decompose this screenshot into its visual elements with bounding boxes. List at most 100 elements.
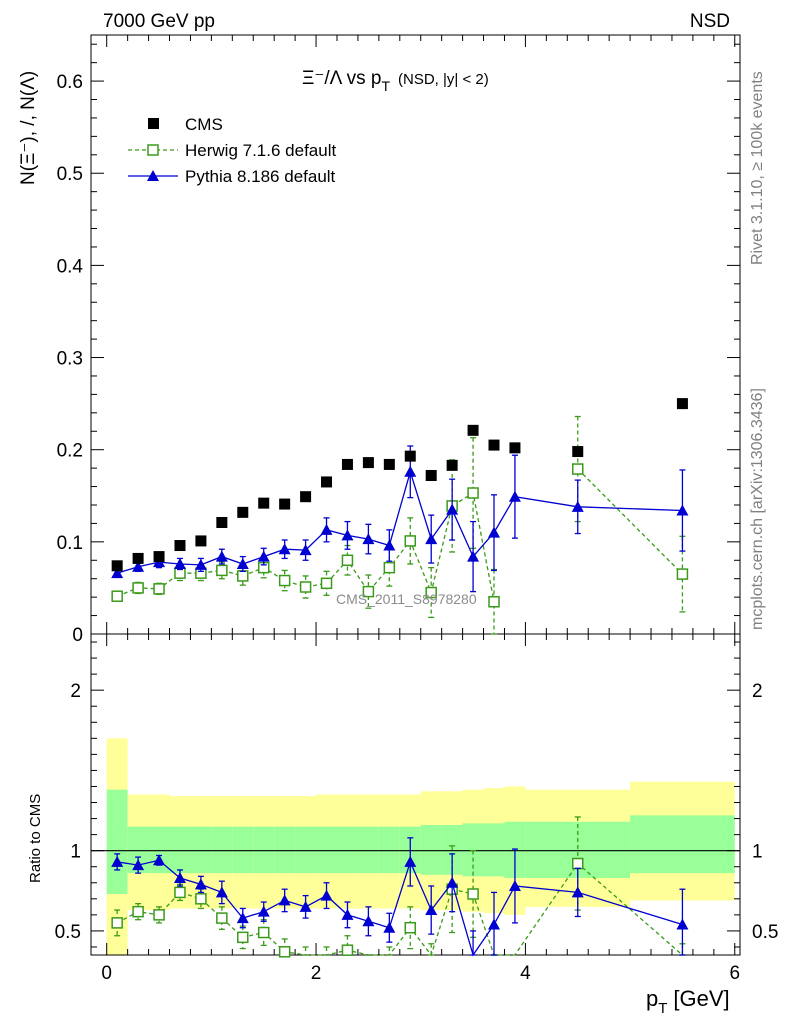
pythia-ratio-point	[508, 879, 521, 891]
band-inner-bin	[357, 826, 379, 874]
y-tick-label: 0.5	[57, 164, 83, 185]
herwig-ratio-point	[216, 912, 228, 924]
legend-marker-pythia	[147, 170, 159, 181]
pythia-point	[320, 523, 333, 535]
y-tick-label: 0.5	[55, 922, 81, 943]
herwig-point	[299, 581, 312, 593]
pythia-ratio-point	[488, 918, 501, 930]
x-tick-label: 2	[311, 963, 322, 984]
y-tick-label: 2	[70, 681, 81, 702]
main-axes: 0 0.1 0.2 0.3 0.4 0.5 0.6	[57, 35, 740, 646]
herwig-ratio-point	[572, 857, 584, 870]
y-tick-label: 0.2	[57, 441, 83, 462]
pythia-ratio-point	[425, 904, 438, 916]
y-tick-label: 0.1	[57, 533, 83, 554]
herwig-point	[341, 554, 354, 567]
band-inner-bin	[336, 826, 358, 874]
pythia-point	[194, 558, 207, 570]
pythia-ratio-point	[236, 912, 249, 924]
y-tick-label: 0	[72, 625, 83, 646]
pythia-ratio-point	[362, 915, 375, 927]
herwig-point	[488, 595, 500, 608]
band-inner-bin	[211, 826, 233, 874]
pythia-line	[117, 469, 683, 574]
pythia-point	[425, 533, 438, 545]
pythia-ratio-point	[341, 908, 354, 920]
herwig-ratio-point	[341, 944, 354, 956]
pythia-ratio-point	[173, 871, 186, 883]
pythia-ratio-point	[215, 886, 228, 898]
cms-point	[572, 446, 584, 458]
band-inner-bin	[190, 826, 212, 874]
herwig-ratio-point	[257, 926, 270, 939]
ratio-series-layer	[111, 816, 689, 958]
cms-point	[279, 498, 291, 510]
cms-point	[467, 424, 479, 436]
herwig-point	[572, 463, 584, 475]
herwig-point	[216, 564, 228, 577]
cms-point	[258, 497, 270, 509]
pythia-point	[215, 550, 228, 562]
band-inner-bin	[232, 826, 254, 874]
cms-point	[488, 439, 500, 451]
band-inner-bin	[274, 826, 296, 874]
band-inner-bin	[316, 826, 337, 874]
pythia-ratio-point	[676, 918, 689, 930]
y-tick-label-right: 0.5	[752, 922, 778, 943]
herwig-ratio-point	[237, 931, 249, 944]
cms-point	[300, 491, 312, 503]
herwig-point	[237, 570, 249, 582]
pythia-point	[383, 539, 396, 551]
band-inner-bin	[441, 824, 463, 875]
cms-point	[111, 560, 123, 572]
herwig-point	[467, 487, 479, 499]
herwig-point	[320, 577, 333, 590]
cms-point	[153, 551, 165, 563]
pythia-point	[571, 500, 584, 512]
y-tick-label: 1	[70, 842, 81, 863]
ratio-plot-frame	[90, 633, 741, 956]
cms-point	[132, 552, 144, 564]
herwig-line	[116, 468, 683, 602]
pythia-ratio-point	[446, 876, 459, 888]
y-tick-label: 0.4	[57, 256, 84, 277]
pythia-ratio-point	[111, 855, 124, 867]
y-tick-label-right: 1	[752, 842, 763, 863]
herwig-ratio-point	[111, 917, 123, 929]
band-inner-bin	[295, 826, 317, 874]
pythia-point	[676, 504, 689, 516]
cms-point	[676, 398, 688, 410]
header-right: NSD	[690, 11, 730, 32]
pythia-point	[299, 544, 312, 556]
pythia-point	[111, 567, 124, 579]
cms-point	[404, 450, 416, 462]
herwig-ratio-point	[153, 909, 165, 921]
pythia-point	[236, 557, 249, 569]
pythia-point	[467, 550, 480, 562]
cms-point	[509, 442, 521, 454]
pythia-ratio-point	[571, 886, 584, 898]
herwig-point	[278, 574, 291, 587]
pythia-point	[132, 560, 145, 572]
y-axis-label-ratio: Ratio to CMS	[27, 794, 44, 883]
band-inner-bin	[127, 826, 149, 874]
band-inner-bin	[483, 823, 505, 877]
cms-point	[216, 516, 228, 528]
herwig-ratio-point	[195, 893, 207, 905]
header-left: 7000 GeV pp	[103, 11, 215, 32]
pythia-point	[173, 557, 186, 569]
main-series-layer	[111, 398, 689, 635]
cms-point	[383, 458, 395, 470]
pythia-ratio-point	[320, 889, 333, 901]
pythia-point	[257, 550, 270, 562]
band-inner-bin	[462, 823, 484, 877]
pythia-point	[488, 526, 501, 538]
cms-point	[195, 535, 207, 547]
pythia-point	[341, 529, 354, 541]
herwig-point	[153, 583, 165, 595]
band-inner-bin	[106, 789, 128, 895]
x-tick-label: 0	[101, 963, 112, 984]
cms-point	[174, 540, 186, 552]
legend-label-herwig: Herwig 7.1.6 default	[185, 141, 336, 160]
